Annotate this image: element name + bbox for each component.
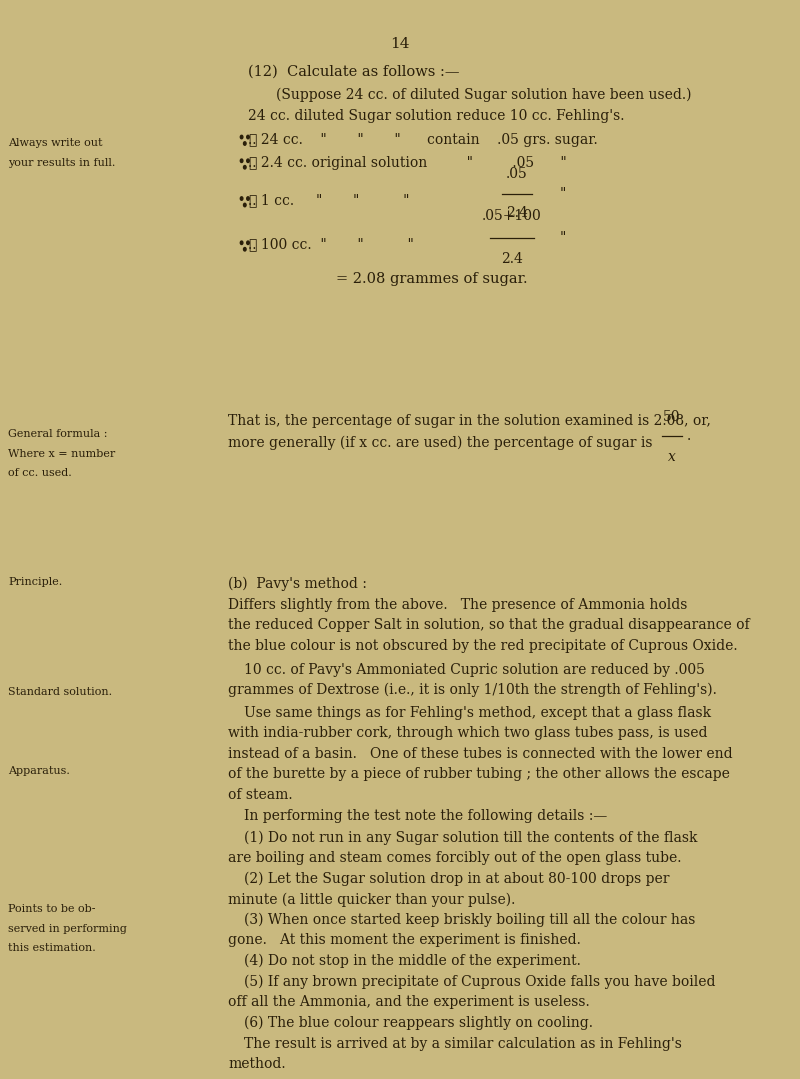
- Text: Always write out: Always write out: [8, 138, 102, 148]
- Text: (3) When once started keep briskly boiling till all the colour has: (3) When once started keep briskly boili…: [244, 913, 695, 927]
- Text: Apparatus.: Apparatus.: [8, 766, 70, 776]
- Text: Standard solution.: Standard solution.: [8, 687, 112, 697]
- Text: served in performing: served in performing: [8, 924, 127, 933]
- Text: 14: 14: [390, 37, 410, 51]
- Text: are boiling and steam comes forcibly out of the open glass tube.: are boiling and steam comes forcibly out…: [228, 851, 682, 865]
- Text: method.: method.: [228, 1057, 286, 1071]
- Text: .. 24 cc.    "       "       "      contain    .05 grs. sugar.: .. 24 cc. " " " contain .05 grs. sugar.: [248, 133, 598, 147]
- Text: .. 1 cc.     "       "          ": .. 1 cc. " " ": [248, 194, 410, 208]
- Text: 10 cc. of Pavy's Ammoniated Cupric solution are reduced by .005: 10 cc. of Pavy's Ammoniated Cupric solut…: [244, 663, 705, 677]
- Text: (b)  Pavy's method :: (b) Pavy's method :: [228, 576, 367, 590]
- Text: Differs slightly from the above.   The presence of Ammonia holds: Differs slightly from the above. The pre…: [228, 598, 687, 612]
- Text: (2) Let the Sugar solution drop in at about 80-100 drops per: (2) Let the Sugar solution drop in at ab…: [244, 872, 670, 886]
- Text: Use same things as for Fehling's method, except that a glass flask: Use same things as for Fehling's method,…: [244, 706, 711, 720]
- Text: (6) The blue colour reappears slightly on cooling.: (6) The blue colour reappears slightly o…: [244, 1015, 593, 1029]
- Text: (12)  Calculate as follows :—: (12) Calculate as follows :—: [248, 65, 459, 79]
- Text: of steam.: of steam.: [228, 788, 293, 802]
- Text: General formula :: General formula :: [8, 429, 107, 439]
- Text: = 2.08 grammes of sugar.: = 2.08 grammes of sugar.: [336, 272, 528, 286]
- Text: .. 2.4 cc. original solution         "         .05      ": .. 2.4 cc. original solution " .05 ": [248, 156, 566, 170]
- Text: with india-rubber cork, through which two glass tubes pass, is used: with india-rubber cork, through which tw…: [228, 726, 707, 740]
- Text: In performing the test note the following details :—: In performing the test note the followin…: [244, 809, 607, 823]
- Text: of cc. used.: of cc. used.: [8, 468, 72, 478]
- Circle shape: [246, 241, 250, 245]
- Circle shape: [240, 241, 243, 245]
- Text: (4) Do not stop in the middle of the experiment.: (4) Do not stop in the middle of the exp…: [244, 954, 581, 968]
- Text: That is, the percentage of sugar in the solution examined is 2.08, or,: That is, the percentage of sugar in the …: [228, 414, 711, 428]
- Circle shape: [243, 141, 246, 146]
- Text: ∴: ∴: [248, 156, 256, 170]
- Text: ∴: ∴: [248, 194, 256, 208]
- Text: (5) If any brown precipitate of Cuprous Oxide falls you have boiled: (5) If any brown precipitate of Cuprous …: [244, 974, 715, 988]
- Text: 50: 50: [663, 410, 681, 424]
- Text: ": ": [560, 232, 566, 245]
- Circle shape: [243, 203, 246, 207]
- Text: (1) Do not run in any Sugar solution till the contents of the flask: (1) Do not run in any Sugar solution til…: [244, 831, 698, 845]
- Circle shape: [240, 159, 243, 163]
- Text: x: x: [668, 450, 676, 464]
- Text: the blue colour is not obscured by the red precipitate of Cuprous Oxide.: the blue colour is not obscured by the r…: [228, 639, 738, 653]
- Text: .: .: [686, 429, 690, 442]
- Text: ∴: ∴: [248, 133, 256, 147]
- Text: more generally (if x cc. are used) the percentage of sugar is: more generally (if x cc. are used) the p…: [228, 436, 653, 450]
- Text: The result is arrived at by a similar calculation as in Fehling's: The result is arrived at by a similar ca…: [244, 1037, 682, 1051]
- Text: 2.4: 2.4: [506, 206, 528, 220]
- Text: of the burette by a piece of rubber tubing ; the other allows the escape: of the burette by a piece of rubber tubi…: [228, 767, 730, 781]
- Text: the reduced Copper Salt in solution, so that the gradual disappearance of: the reduced Copper Salt in solution, so …: [228, 618, 750, 632]
- Text: minute (a little quicker than your pulse).: minute (a little quicker than your pulse…: [228, 892, 515, 906]
- Circle shape: [240, 135, 243, 139]
- Text: .05+100: .05+100: [482, 209, 542, 223]
- Text: Points to be ob-: Points to be ob-: [8, 904, 95, 914]
- Text: 24 cc. diluted Sugar solution reduce 10 cc. Fehling's.: 24 cc. diluted Sugar solution reduce 10 …: [248, 109, 625, 123]
- Text: grammes of Dextrose (i.e., it is only 1/10th the strength of Fehling's).: grammes of Dextrose (i.e., it is only 1/…: [228, 683, 717, 697]
- Text: gone.   At this moment the experiment is finished.: gone. At this moment the experiment is f…: [228, 933, 581, 947]
- Text: instead of a basin.   One of these tubes is connected with the lower end: instead of a basin. One of these tubes i…: [228, 747, 733, 761]
- Text: your results in full.: your results in full.: [8, 158, 115, 167]
- Text: ": ": [560, 188, 566, 201]
- Text: Where x = number: Where x = number: [8, 449, 115, 459]
- Text: .. 100 cc.  "       "          ": .. 100 cc. " " ": [248, 238, 414, 252]
- Text: Principle.: Principle.: [8, 577, 62, 587]
- Circle shape: [246, 196, 250, 201]
- Circle shape: [240, 196, 243, 201]
- Text: off all the Ammonia, and the experiment is useless.: off all the Ammonia, and the experiment …: [228, 995, 590, 1009]
- Text: 2.4: 2.4: [501, 252, 523, 267]
- Circle shape: [243, 247, 246, 251]
- Text: ∴: ∴: [248, 238, 256, 252]
- Text: .05: .05: [506, 167, 528, 181]
- Text: (Suppose 24 cc. of diluted Sugar solution have been used.): (Suppose 24 cc. of diluted Sugar solutio…: [276, 87, 691, 101]
- Circle shape: [246, 159, 250, 163]
- Circle shape: [246, 135, 250, 139]
- Circle shape: [243, 165, 246, 169]
- Text: this estimation.: this estimation.: [8, 943, 96, 953]
